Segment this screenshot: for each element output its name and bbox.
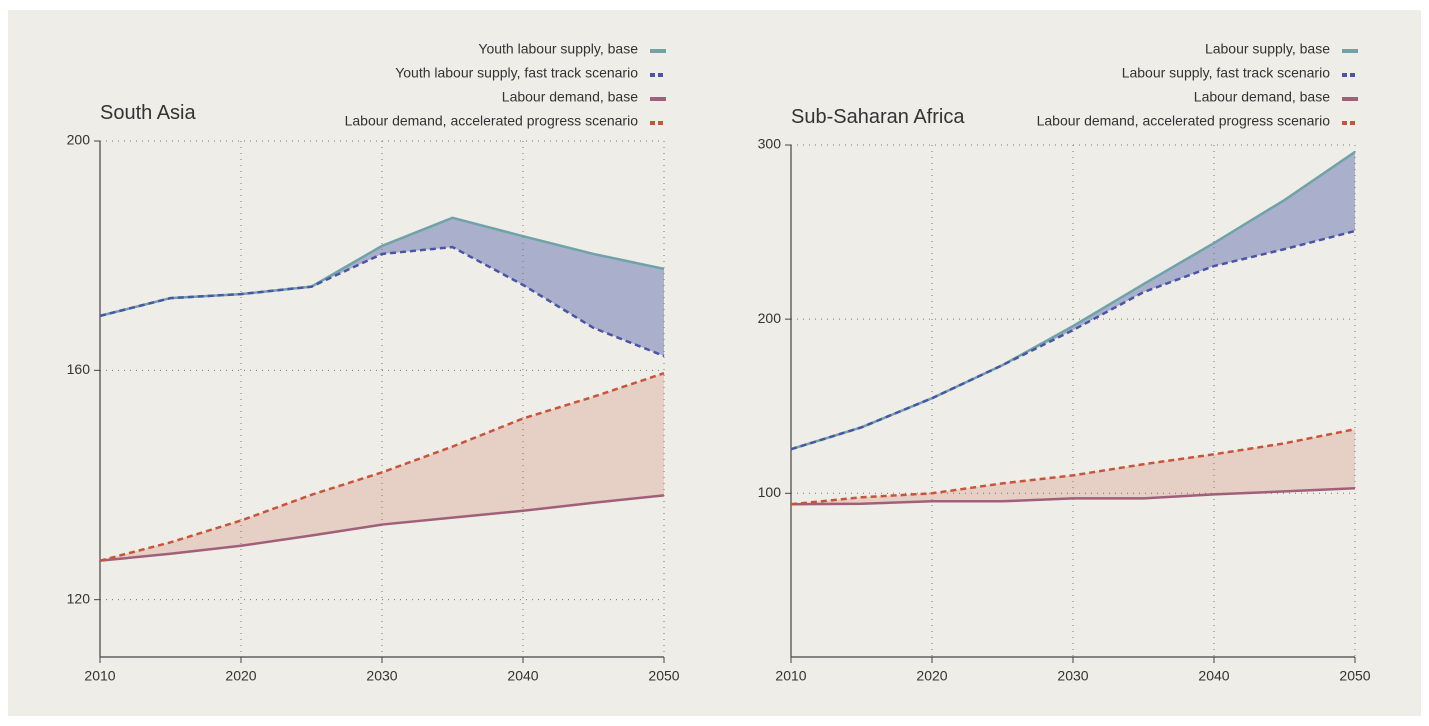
series-line	[99, 494, 665, 562]
legend-label: Labour demand, accelerated progress scen…	[1037, 113, 1331, 129]
gap-area	[100, 217, 664, 356]
legend-label: Labour supply, base	[1205, 41, 1330, 57]
x-tick-label: 2020	[916, 667, 947, 683]
series-line	[790, 487, 1356, 506]
y-tick-label: 100	[758, 484, 782, 500]
gap-area	[100, 373, 664, 561]
y-tick-label: 120	[67, 590, 91, 606]
y-tick-label: 300	[758, 136, 782, 152]
series-line	[99, 245, 665, 358]
x-tick-label: 2030	[366, 667, 397, 683]
x-tick-label: 2050	[648, 667, 679, 683]
series-line	[790, 427, 1356, 506]
legend-label: Youth labour supply, base	[478, 41, 638, 57]
x-tick-label: 2040	[1198, 667, 1229, 683]
x-tick-label: 2030	[1057, 667, 1088, 683]
y-tick-label: 200	[67, 132, 91, 148]
series-line	[99, 372, 665, 562]
y-tick-label: 200	[758, 310, 782, 326]
x-tick-label: 2010	[775, 667, 806, 683]
series-line	[99, 216, 665, 318]
legend-label: Labour supply, fast track scenario	[1122, 65, 1331, 81]
legend-label: Labour demand, base	[502, 89, 638, 105]
chart-title: Sub-Saharan Africa	[791, 106, 965, 128]
gap-area	[791, 429, 1355, 505]
panel-background	[8, 10, 1421, 716]
legend-label: Labour demand, accelerated progress scen…	[345, 113, 639, 129]
x-tick-label: 2010	[84, 667, 115, 683]
y-tick-label: 160	[67, 361, 91, 377]
x-tick-label: 2040	[507, 667, 538, 683]
chart: 2010 2020 2030 2040 2050 100 200 300 Sub-Saharan…	[758, 41, 1371, 684]
chart-title: South Asia	[100, 102, 197, 124]
series-line	[790, 150, 1356, 451]
x-tick-label: 2050	[1339, 667, 1370, 683]
x-tick-label: 2020	[225, 667, 256, 683]
legend-label: Youth labour supply, fast track scenario	[395, 65, 638, 81]
legend-label: Labour demand, base	[1194, 89, 1330, 105]
series-line	[790, 229, 1356, 451]
chart: 2010 2020 2030 2040 2050 120 160 200 South Asia Y…	[67, 41, 680, 684]
